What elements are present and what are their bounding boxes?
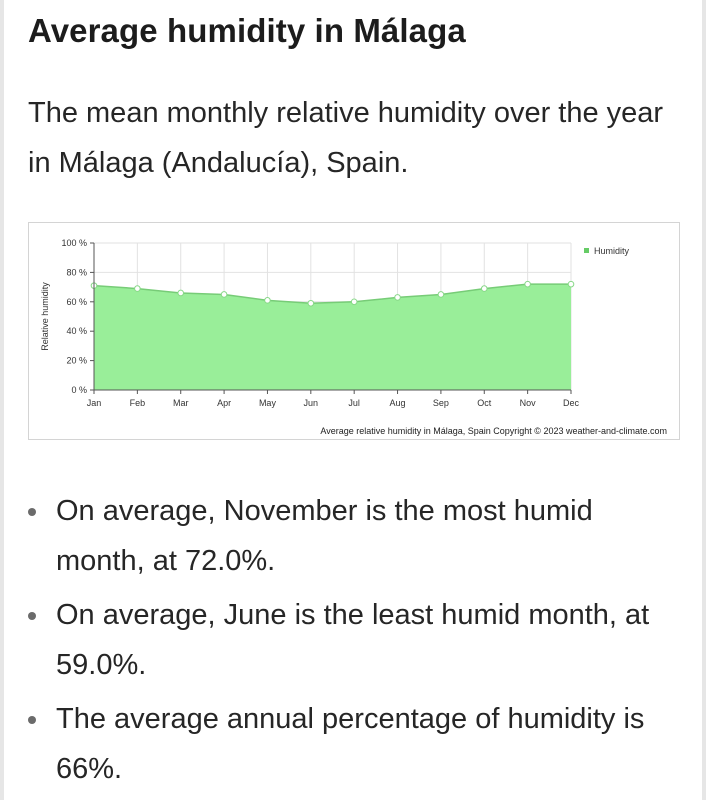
intro-paragraph: The mean monthly relative humidity over … (28, 97, 664, 179)
x-tick-label: Sep (433, 398, 449, 408)
humidity-point (350, 298, 358, 306)
humidity-point (480, 285, 488, 292)
facts-list: On average, November is the most humid m… (28, 486, 688, 798)
page-title: Average humidity in Málaga (28, 12, 466, 49)
fact-item-least-humid: On average, June is the least humid mont… (28, 590, 688, 690)
x-tick-label: Jul (348, 398, 360, 408)
x-tick-label: Feb (130, 398, 146, 408)
x-tick-label: Jun (304, 398, 319, 408)
left-edge-rule (0, 0, 4, 800)
humidity-point (177, 289, 185, 297)
humidity-point (134, 285, 141, 292)
x-tick-label: Dec (563, 398, 580, 408)
y-tick-label: 60 % (66, 297, 87, 307)
right-edge-rule (702, 0, 706, 800)
x-tick-label: May (259, 398, 277, 408)
bullet-icon (28, 716, 36, 724)
x-tick-label: Apr (217, 398, 231, 408)
legend-label: Humidity (594, 246, 630, 256)
humidity-point (220, 291, 228, 298)
chart-caption: Average relative humidity in Málaga, Spa… (320, 426, 667, 436)
humidity-area (94, 284, 571, 390)
y-axis-label: Relative humidity (40, 282, 50, 351)
fact-text: On average, November is the most humid m… (56, 495, 593, 577)
y-tick-label: 80 % (66, 267, 87, 277)
y-tick-label: 40 % (66, 326, 87, 336)
fact-item-most-humid: On average, November is the most humid m… (28, 486, 688, 586)
humidity-point (264, 297, 271, 304)
bullet-icon (28, 508, 36, 516)
fact-text: On average, June is the least humid mont… (56, 599, 650, 681)
x-tick-label: Oct (477, 398, 492, 408)
x-tick-label: Jan (87, 398, 102, 408)
humidity-point (394, 294, 401, 301)
x-tick-label: Aug (390, 398, 406, 408)
y-tick-label: 100 % (61, 238, 87, 248)
humidity-chart-svg: 0 % 20 % 40 % 60 % 80 % 100 % Jan Feb Mar Apr May J… (40, 238, 667, 436)
fact-item-annual-average: The average annual percentage of humidit… (28, 694, 688, 794)
x-tick-label: Mar (173, 398, 189, 408)
humidity-chart: 0 % 20 % 40 % 60 % 80 % 100 % Jan Feb Mar Apr May J… (28, 222, 680, 440)
humidity-point (524, 280, 531, 288)
fact-text: The average annual percentage of humidit… (56, 703, 645, 785)
y-tick-label: 0 % (71, 385, 87, 395)
legend-swatch (584, 248, 589, 253)
y-tick-label: 20 % (66, 356, 87, 366)
x-tick-label: Nov (520, 398, 537, 408)
humidity-point (437, 291, 445, 298)
humidity-line (93, 283, 571, 305)
humidity-point (567, 280, 575, 288)
bullet-icon (28, 612, 36, 620)
humidity-point (307, 299, 315, 307)
